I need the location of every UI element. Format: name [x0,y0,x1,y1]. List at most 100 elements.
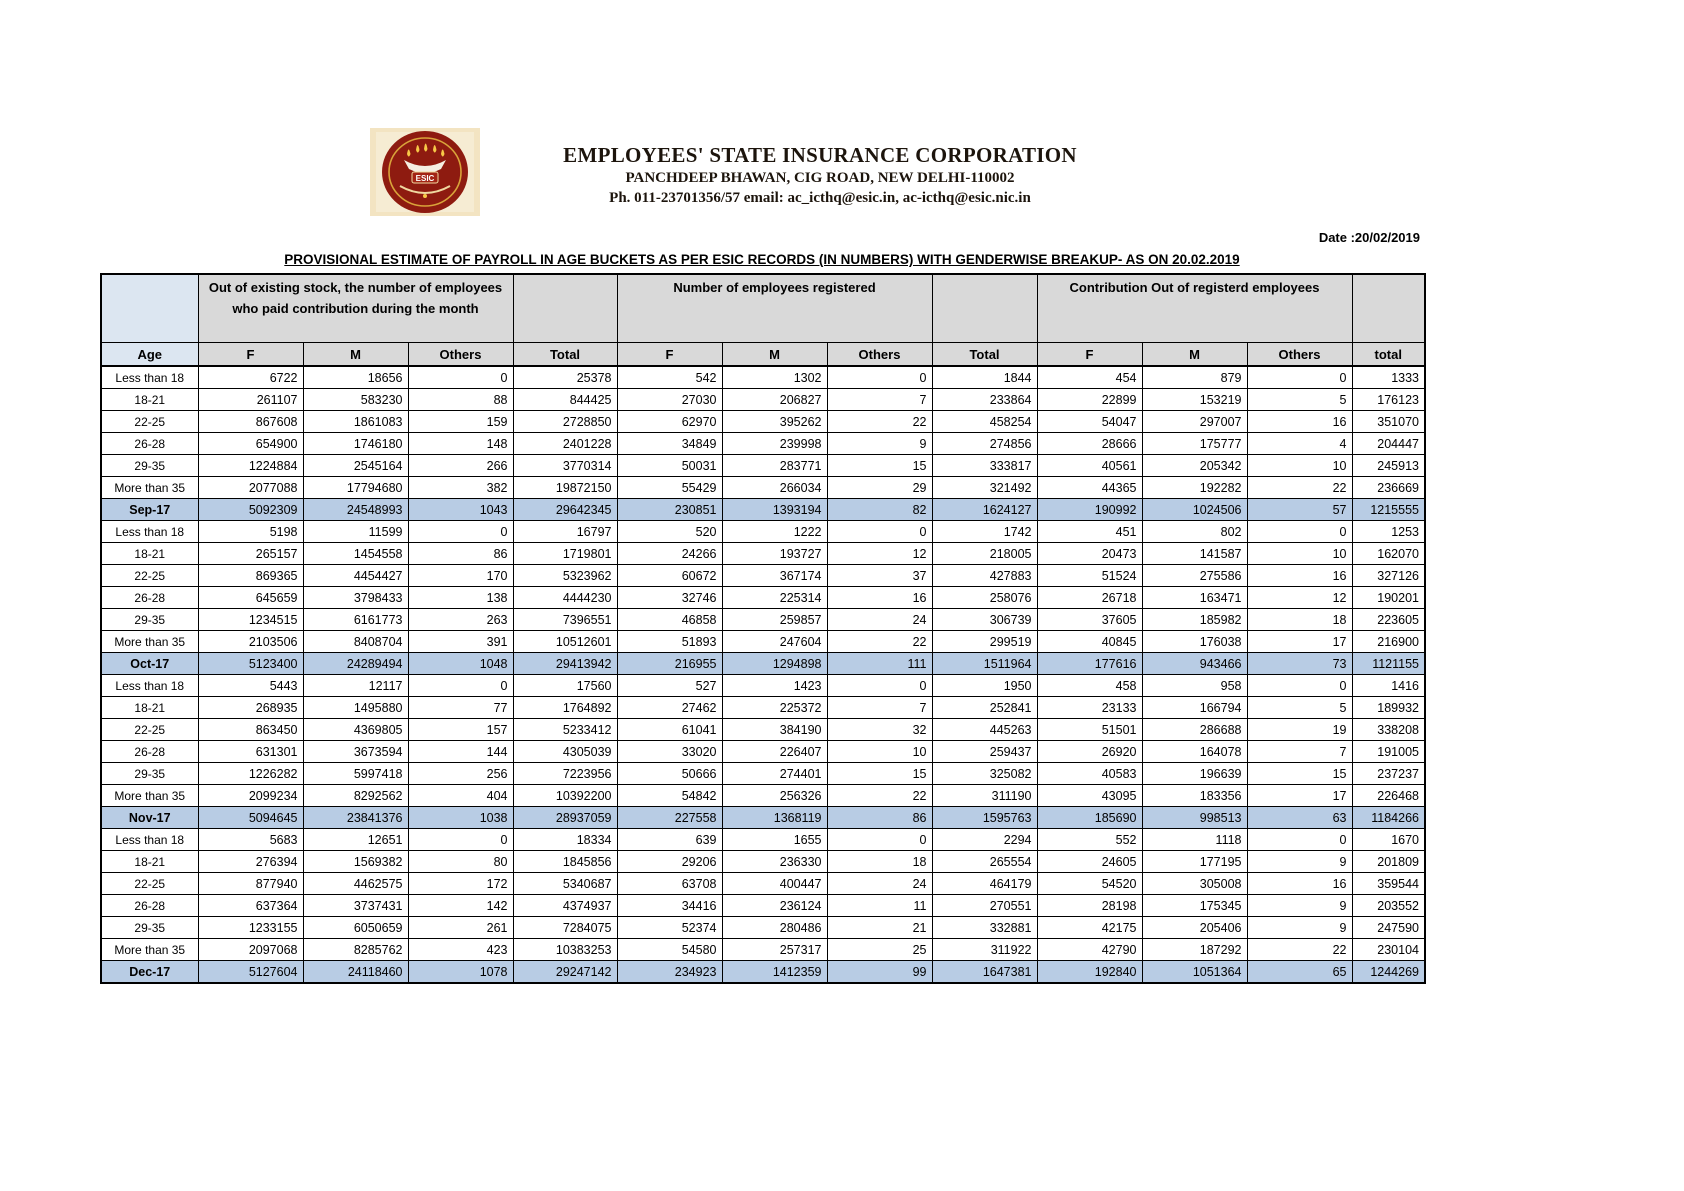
value-cell: 1742 [931,520,1038,543]
summary-value-cell: 1048 [407,652,514,675]
value-cell: 63708 [616,872,723,895]
age-cell: 26-28 [100,740,199,763]
value-cell: 6722 [197,365,304,389]
summary-value-cell: 1043 [407,498,514,521]
value-cell: 5198 [197,520,304,543]
value-cell: 22 [826,410,933,433]
table-row: Less than 18 6722 18656 0 25378 542 1302 0 1844 4… [100,365,1426,389]
group-header-row: Out of existing stock, the number of emp… [100,273,1426,343]
value-cell: 0 [826,828,933,851]
age-cell: More than 35 [100,784,199,807]
summary-value-cell: 82 [826,498,933,521]
summary-value-cell: 111 [826,652,933,675]
value-cell: 29206 [616,850,723,873]
value-cell: 205342 [1141,454,1248,477]
value-cell: 1222 [721,520,828,543]
value-cell: 157 [407,718,514,741]
value-cell: 3770314 [512,454,618,477]
summary-value-cell: 1412359 [721,960,828,984]
table-row: 29-35 1234515 6161773 263 7396551 46858 259857… [100,608,1426,631]
value-cell: 86 [407,542,514,565]
value-cell: 259857 [721,608,828,631]
value-cell: 142 [407,894,514,917]
value-cell: 54047 [1036,410,1143,433]
table-row: 29-35 1224884 2545164 266 3770314 50031 283771… [100,454,1426,477]
summary-value-cell: 57 [1246,498,1353,521]
value-cell: 384190 [721,718,828,741]
column-header-row: Age F M Others Total F M Others Total F M Others tot… [100,342,1426,367]
value-cell: 226468 [1351,784,1426,807]
esic-logo: ESIC [370,128,480,216]
value-cell: 40561 [1036,454,1143,477]
value-cell: 10 [1246,454,1353,477]
value-cell: 404 [407,784,514,807]
column-header-cell: Age [100,342,199,367]
column-header-cell: M [721,342,828,367]
value-cell: 5683 [197,828,304,851]
value-cell: 4454427 [302,564,409,587]
value-cell: 283771 [721,454,828,477]
value-cell: 226407 [721,740,828,763]
age-cell: 22-25 [100,718,199,741]
value-cell: 24 [826,872,933,895]
value-cell: 16 [1246,564,1353,587]
summary-value-cell: 5123400 [197,652,304,675]
value-cell: 1224884 [197,454,304,477]
value-cell: 52374 [616,916,723,939]
value-cell: 54520 [1036,872,1143,895]
value-cell: 263 [407,608,514,631]
summary-value-cell: 1393194 [721,498,828,521]
value-cell: 148 [407,432,514,455]
table-row: 26-28 631301 3673594 144 4305039 33020 226407 1… [100,740,1426,763]
value-cell: 19 [1246,718,1353,741]
value-cell: 16 [826,586,933,609]
value-cell: 0 [407,828,514,851]
group-header-cell: Contribution Out of registerd employees [1036,273,1353,343]
value-cell: 1118 [1141,828,1248,851]
value-cell: 51893 [616,630,723,653]
summary-value-cell: 234923 [616,960,723,984]
value-cell: 5 [1246,696,1353,719]
summary-value-cell: 29642345 [512,498,618,521]
value-cell: 7396551 [512,608,618,631]
summary-value-cell: 24118460 [302,960,409,984]
summary-value-cell: 1511964 [931,652,1038,675]
value-cell: 183356 [1141,784,1248,807]
summary-value-cell: 5127604 [197,960,304,984]
value-cell: 162070 [1351,542,1426,565]
value-cell: 62970 [616,410,723,433]
value-cell: 3737431 [302,894,409,917]
value-cell: 395262 [721,410,828,433]
value-cell: 27030 [616,388,723,411]
summary-value-cell: 29413942 [512,652,618,675]
summary-value-cell: 5092309 [197,498,304,521]
value-cell: 552 [1036,828,1143,851]
value-cell: 4444230 [512,586,618,609]
value-cell: 0 [826,520,933,543]
table-row: More than 35 2099234 8292562 404 10392200 548… [100,784,1426,807]
value-cell: 1253 [1351,520,1426,543]
value-cell: 5997418 [302,762,409,785]
age-cell: 29-35 [100,762,199,785]
payroll-table: Out of existing stock, the number of emp… [100,273,1426,984]
value-cell: 451 [1036,520,1143,543]
value-cell: 9 [1246,894,1353,917]
org-contact: Ph. 011-23701356/57 email: ac_icthq@esic… [609,190,1031,206]
value-cell: 24266 [616,542,723,565]
summary-value-cell: 1244269 [1351,960,1426,984]
value-cell: 427883 [931,564,1038,587]
summary-value-cell: 1624127 [931,498,1038,521]
summary-value-cell: 943466 [1141,652,1248,675]
value-cell: 8408704 [302,630,409,653]
value-cell: 4462575 [302,872,409,895]
age-cell: Less than 18 [100,520,199,543]
table-row: 22-25 869365 4454427 170 5323962 60672 367174 3… [100,564,1426,587]
value-cell: 17 [1246,784,1353,807]
value-cell: 391 [407,630,514,653]
value-cell: 42175 [1036,916,1143,939]
value-cell: 17 [1246,630,1353,653]
value-cell: 11 [826,894,933,917]
value-cell: 0 [826,674,933,697]
value-cell: 12651 [302,828,409,851]
report-title: PROVISIONAL ESTIMATE OF PAYROLL IN AGE B… [284,252,1240,267]
